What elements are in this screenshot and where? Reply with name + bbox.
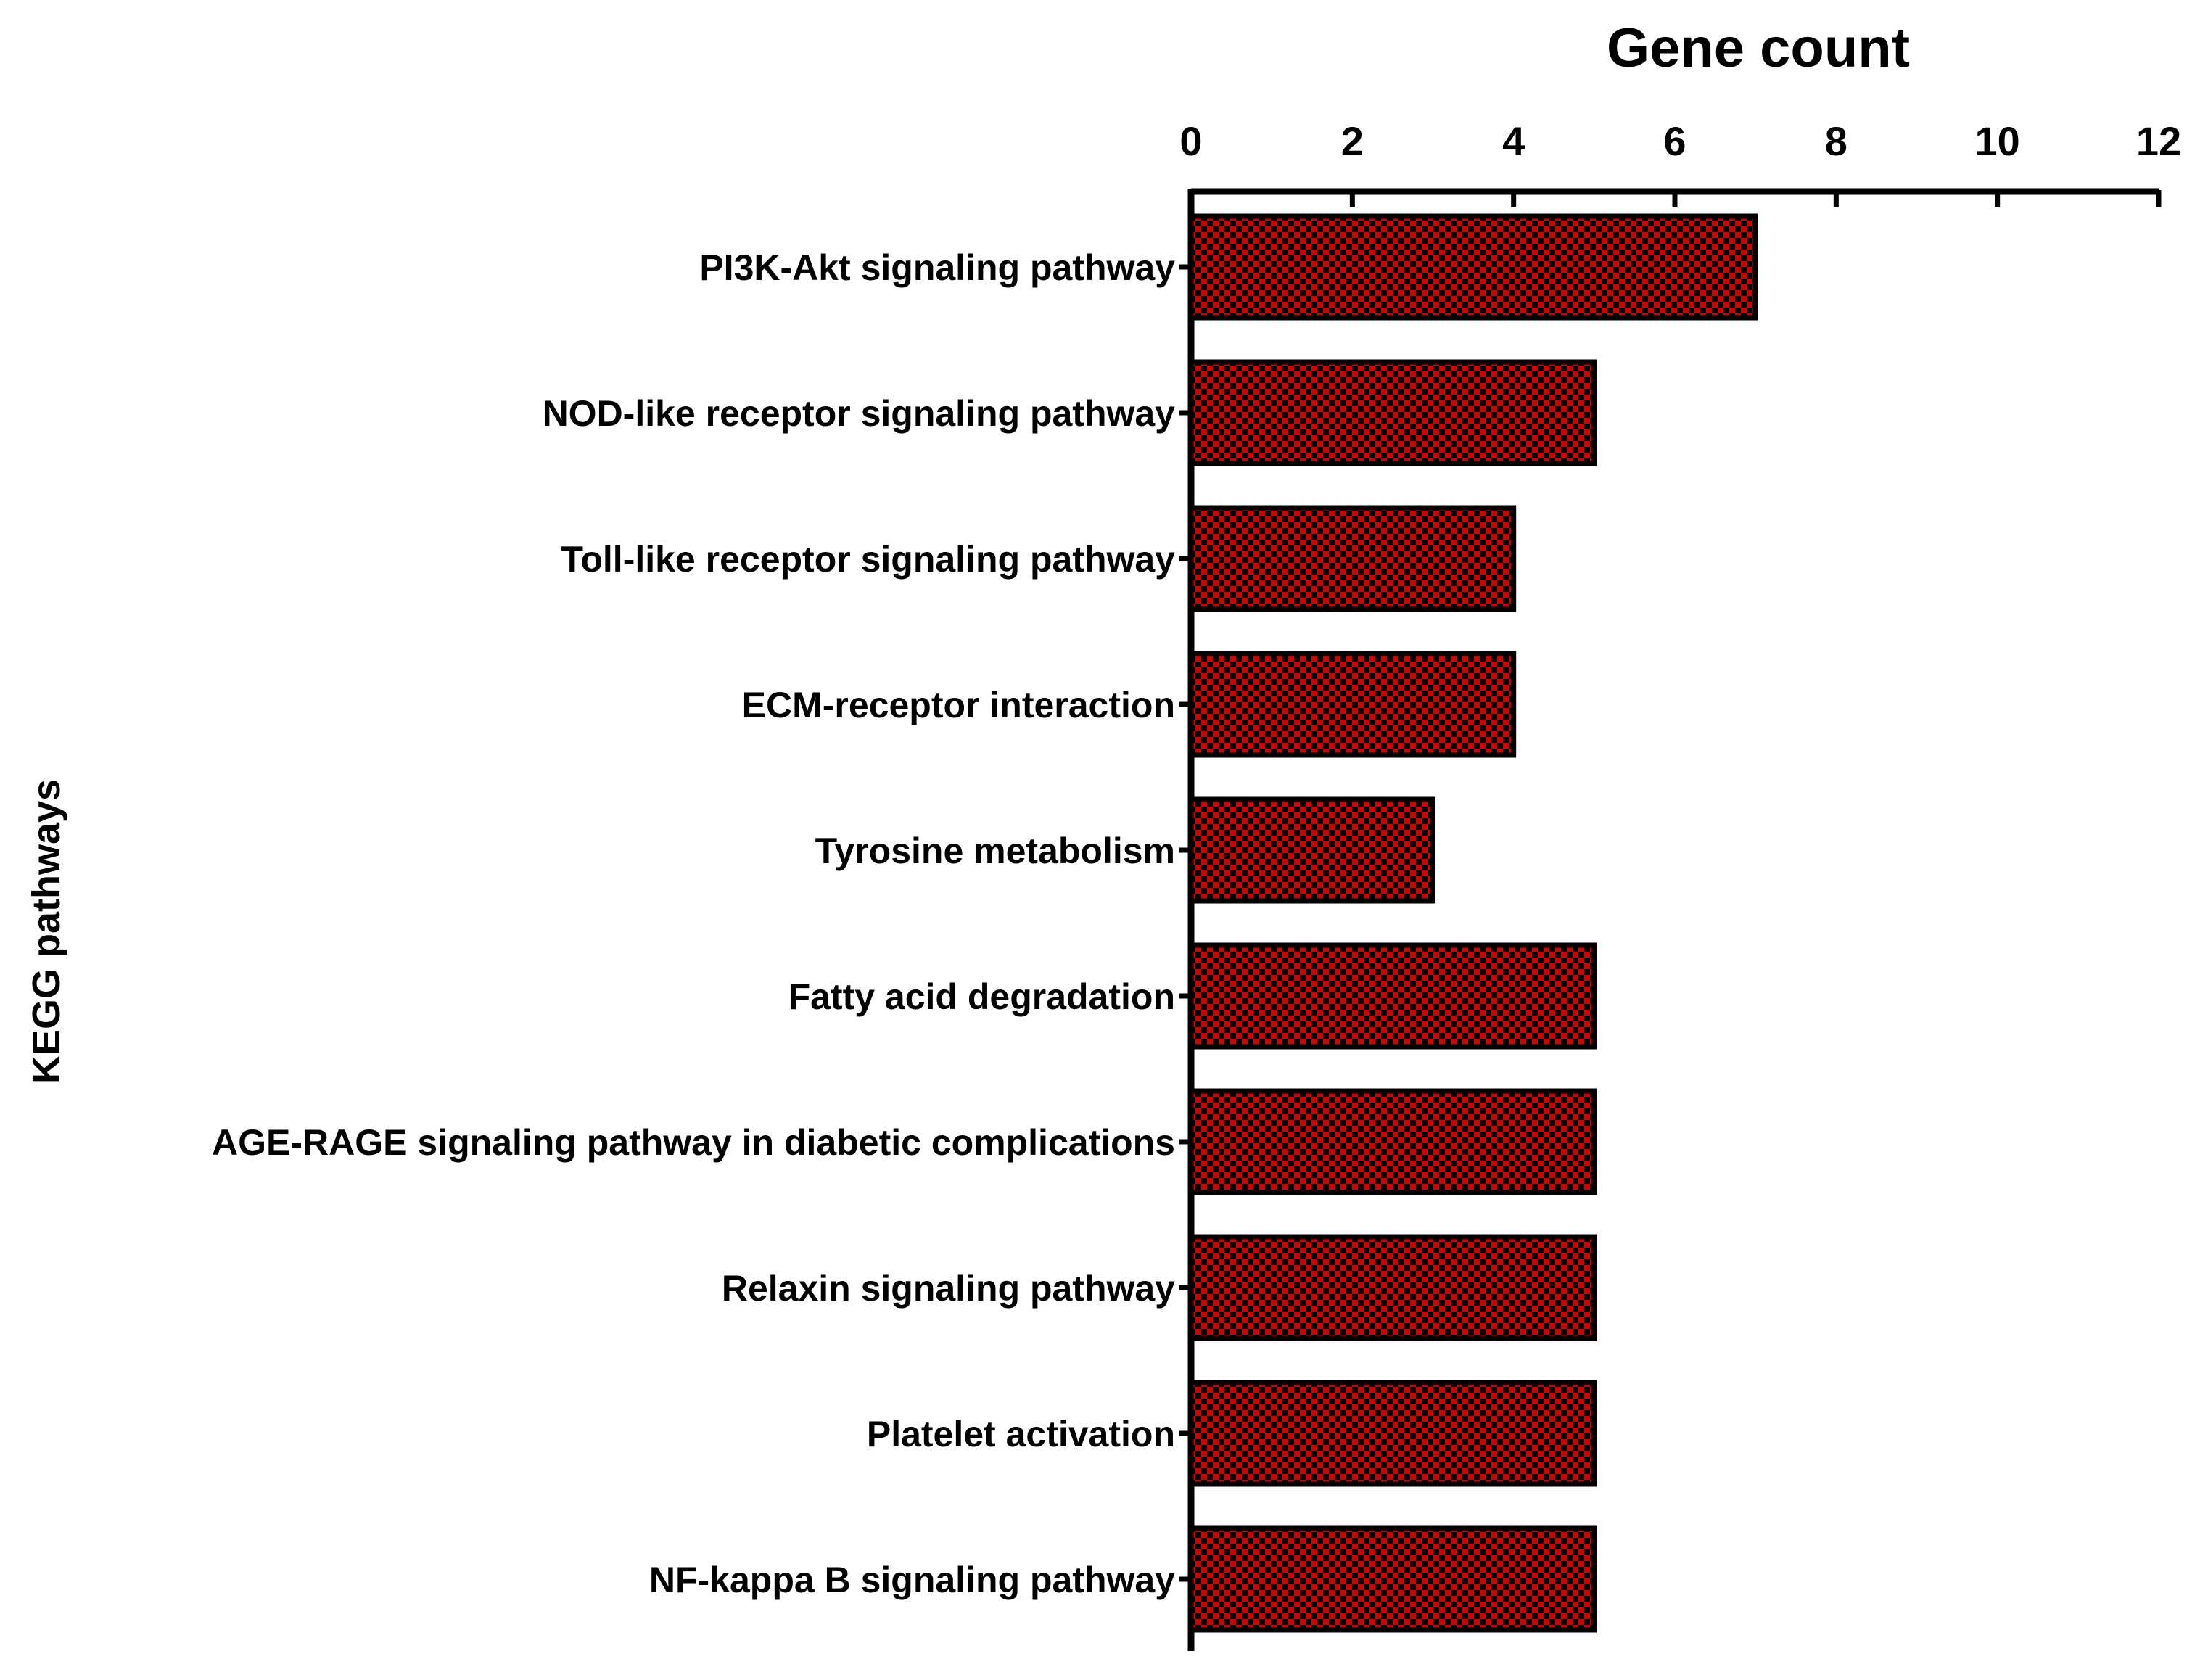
y-axis-title: KEGG pathways [25, 779, 68, 1084]
x-tick-label: 12 [2136, 118, 2181, 164]
bar [1188, 1380, 1597, 1487]
x-tick-label: 8 [1825, 118, 1847, 164]
bars [1188, 213, 1758, 1633]
bar [1188, 1088, 1597, 1195]
bar [1188, 505, 1517, 612]
x-tick-label: 6 [1663, 118, 1686, 164]
category-label: Tyrosine metabolism [815, 831, 1175, 871]
x-tick-label: 2 [1341, 118, 1364, 164]
category-label: Fatty acid degradation [788, 976, 1175, 1017]
category-label: NF-kappa B signaling pathway [649, 1560, 1175, 1600]
category-label: ECM-receptor interaction [742, 685, 1175, 725]
category-label: Toll-like receptor signaling pathway [561, 539, 1176, 580]
bar [1188, 1525, 1597, 1633]
category-labels: PI3K-Akt signaling pathway NOD-like recep… [212, 247, 1175, 1600]
category-label: AGE-RAGE signaling pathway in diabetic c… [212, 1122, 1175, 1163]
bar [1188, 796, 1435, 904]
bar [1188, 942, 1597, 1050]
x-axis: 0 2 4 6 8 10 12 [1179, 118, 2181, 207]
bar [1188, 359, 1597, 466]
category-label: Relaxin signaling pathway [722, 1268, 1175, 1309]
x-tick-label: 4 [1502, 118, 1525, 164]
bar [1188, 651, 1517, 758]
x-tick-label: 10 [1975, 118, 2020, 164]
bar [1188, 213, 1758, 321]
x-tick-label: 0 [1179, 118, 1202, 164]
category-label: PI3K-Akt signaling pathway [699, 247, 1175, 288]
x-axis-title: Gene count [1607, 17, 1910, 79]
category-label: NOD-like receptor signaling pathway [543, 393, 1176, 434]
category-label: Platelet activation [867, 1414, 1175, 1454]
bar [1188, 1234, 1597, 1341]
